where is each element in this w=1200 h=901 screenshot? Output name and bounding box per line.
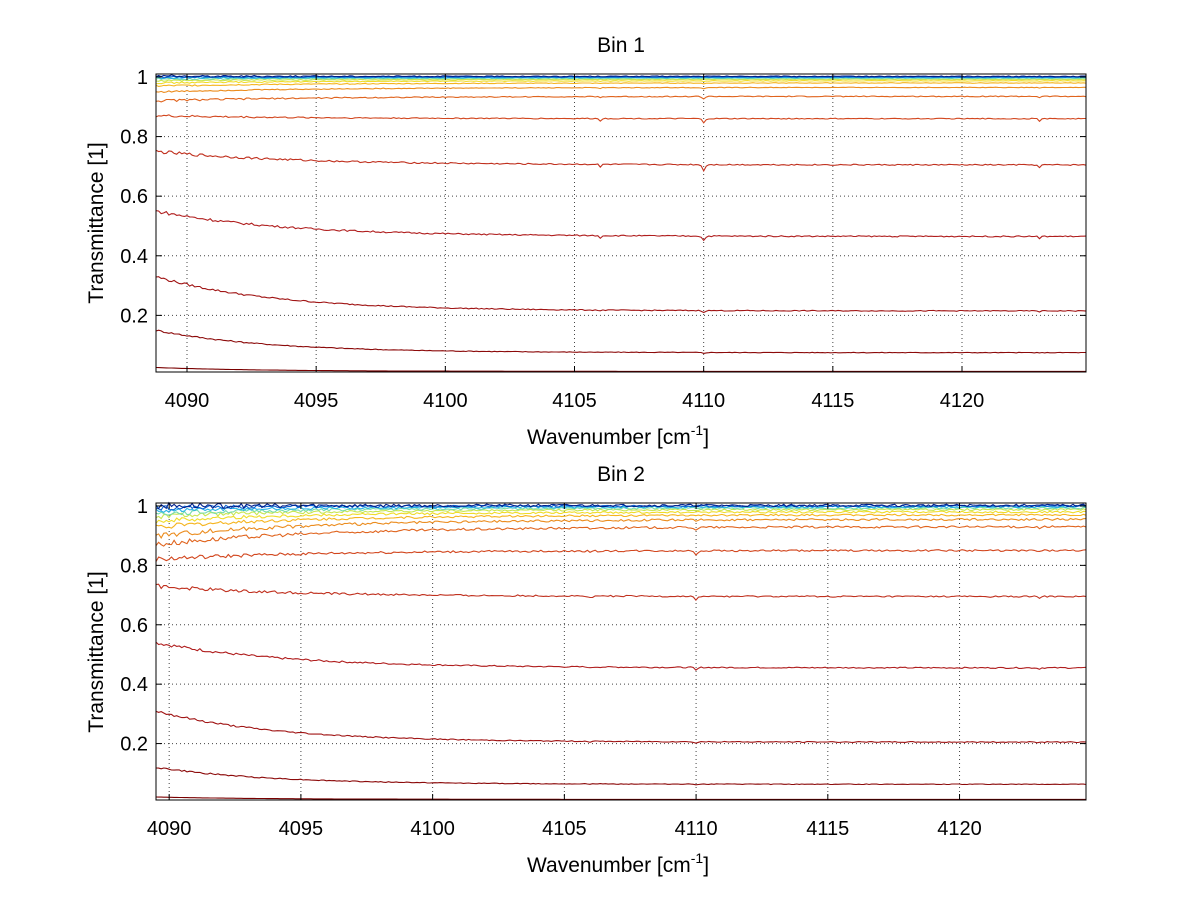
x-tick-label-bin-1: 4090 — [165, 390, 210, 412]
axes-box-bin-1 — [155, 73, 1087, 373]
series-curve-11-bin-1 — [155, 78, 1087, 82]
series-curve-6-bin-2 — [155, 549, 1087, 562]
grid-bin-1 — [156, 74, 1086, 372]
series-curve-3-bin-1 — [155, 276, 1087, 314]
y-tick-label-bin-1: 0.4 — [120, 246, 148, 268]
series-curve-10-bin-1 — [155, 80, 1087, 85]
y-tick-label-bin-2: 0.8 — [120, 555, 148, 577]
grid-bin-2 — [156, 503, 1086, 800]
y-tick-label-bin-1: 1 — [137, 67, 148, 89]
series-curve-8-bin-2 — [155, 517, 1087, 539]
x-tick-label-bin-1: 4110 — [682, 390, 725, 412]
x-axis-label-bin-2: Wavenumber [cm-1] — [527, 850, 709, 877]
series-curve-3-bin-2 — [155, 710, 1087, 744]
series-curve-6-bin-1 — [155, 114, 1086, 124]
x-tick-label-bin-2: 4115 — [806, 818, 849, 840]
x-tick-label-bin-2: 4110 — [675, 818, 718, 840]
series-curve-11-bin-2 — [155, 508, 1087, 520]
series-curve-4-bin-1 — [155, 210, 1087, 242]
series-curve-12-bin-2 — [155, 506, 1087, 516]
x-axis-label-bin-1: Wavenumber [cm-1] — [527, 422, 709, 449]
x-axis-label-close-bin-1: ] — [703, 426, 709, 449]
x-tick-label-bin-2: 4105 — [542, 818, 587, 840]
panel-bin-2: 4090 4095 4100 4105 4110 4115 4120 0.2 0.4 0.6 0.8… — [85, 463, 1087, 877]
chart-title-bin-2: Bin 2 — [597, 463, 645, 486]
series-curve-4-bin-2 — [155, 641, 1087, 671]
y-tick-label-bin-2: 0.2 — [120, 734, 148, 756]
series-curve-9-bin-1 — [155, 82, 1087, 87]
series-curve-9-bin-2 — [155, 513, 1087, 529]
series-curve-5-bin-2 — [155, 583, 1087, 601]
y-tick-label-bin-2: 0.4 — [120, 674, 148, 696]
y-tick-label-bin-1: 0.8 — [120, 127, 148, 149]
series-curve-1-bin-2 — [155, 796, 1086, 800]
x-tick-label-bin-1: 4115 — [811, 390, 854, 412]
x-axis-label-sup-bin-1: -1 — [691, 422, 704, 438]
series-curve-5-bin-1 — [155, 149, 1087, 173]
x-tick-label-bin-1: 4120 — [940, 390, 985, 412]
series-curve-15-bin-1 — [155, 74, 1086, 78]
series-curve-2-bin-1 — [155, 329, 1086, 354]
x-axis-label-close-bin-2: ] — [703, 854, 709, 877]
x-axis-label-sup-bin-2: -1 — [691, 850, 704, 866]
plot-area-bin-2 — [155, 502, 1087, 801]
panel-bin-1: 4090 4095 4100 4105 4110 4115 4120 0.2 0.4 0.6 0.8… — [85, 34, 1087, 449]
series-curve-7-bin-1 — [155, 95, 1087, 103]
axes-box-bin-2 — [155, 502, 1087, 801]
ticks-bin-2: 4090 4095 4100 4105 4110 4115 4120 0.2 0.4 0.6 0.8… — [120, 496, 1086, 840]
y-tick-label-bin-2: 0.6 — [120, 615, 148, 637]
traces-bin-1 — [155, 74, 1087, 372]
x-tick-label-bin-2: 4120 — [937, 818, 982, 840]
x-axis-label-text-bin-1: Wavenumber [cm — [527, 426, 691, 449]
series-curve-8-bin-1 — [155, 86, 1086, 93]
y-axis-label-bin-1: Transmittance [1] — [85, 142, 108, 303]
x-axis-label-text-bin-2: Wavenumber [cm — [527, 854, 691, 877]
ticks-bin-1: 4090 4095 4100 4105 4110 4115 4120 0.2 0.4 0.6 0.8… — [120, 67, 1086, 412]
series-curve-10-bin-2 — [155, 510, 1087, 524]
y-tick-label-bin-1: 0.2 — [120, 305, 148, 327]
y-tick-label-bin-2: 1 — [137, 496, 148, 518]
x-tick-label-bin-2: 4090 — [147, 818, 192, 840]
plot-area-bin-1 — [155, 73, 1087, 373]
x-tick-label-bin-2: 4095 — [279, 818, 324, 840]
series-curve-1-bin-1 — [155, 366, 1086, 372]
x-tick-label-bin-1: 4100 — [423, 390, 468, 412]
x-tick-label-bin-1: 4105 — [552, 390, 597, 412]
x-tick-label-bin-2: 4100 — [410, 818, 455, 840]
chart-title-bin-1: Bin 1 — [597, 34, 645, 57]
x-tick-label-bin-1: 4095 — [294, 390, 339, 412]
series-curve-7-bin-2 — [155, 525, 1087, 547]
series-curve-2-bin-2 — [155, 767, 1087, 786]
series-curve-13-bin-1 — [155, 76, 1087, 80]
traces-bin-2 — [155, 501, 1087, 800]
y-axis-label-bin-2: Transmittance [1] — [85, 571, 108, 732]
y-tick-label-bin-1: 0.6 — [120, 186, 148, 208]
series-curve-15-bin-2 — [155, 501, 1087, 510]
